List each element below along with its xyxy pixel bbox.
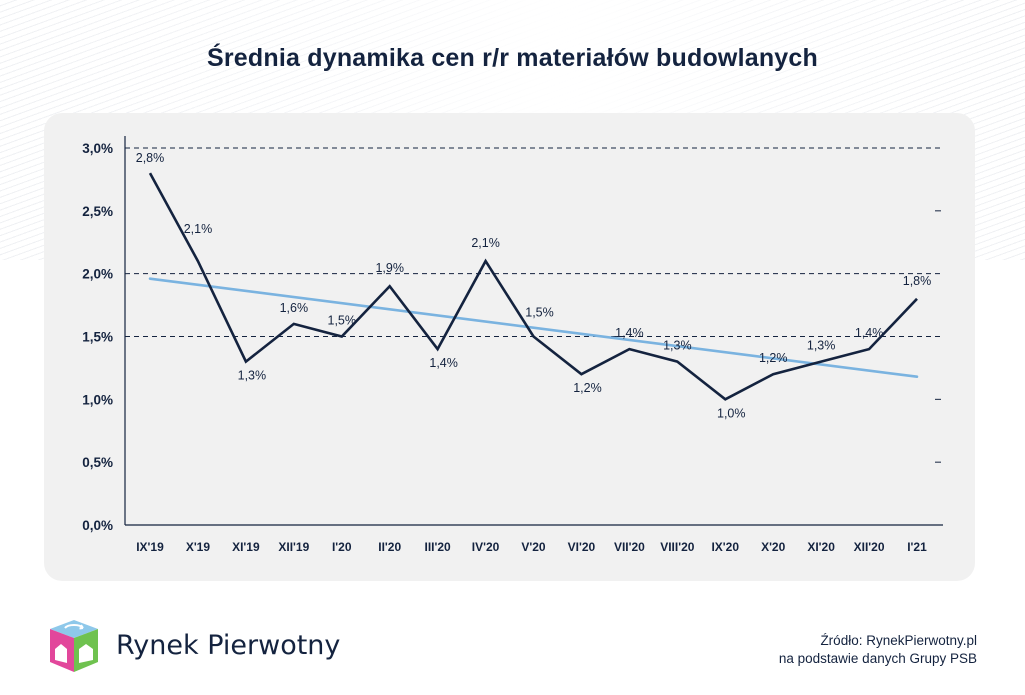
y-tick-label: 3,0%	[82, 141, 113, 156]
x-tick-label: VIII'20	[660, 540, 695, 554]
data-label: 1,2%	[759, 351, 788, 365]
x-tick-label: XII'20	[854, 540, 885, 554]
y-tick-label: 0,5%	[82, 455, 113, 470]
chart-panel: 0,0% 0,5% 1,0% 1,5% 2,0% 2,5% 3,0% IX'19 X'19 XI'…	[44, 113, 975, 581]
chart-title: Średnia dynamika cen r/r materiałów budo…	[207, 44, 818, 72]
data-label: 1,4%	[855, 326, 884, 340]
logo-text: Rynek Pierwotny	[116, 630, 341, 661]
data-label: 1,5%	[525, 306, 554, 320]
x-tick-label: I'21	[907, 540, 927, 554]
x-tick-label: VII'20	[614, 540, 645, 554]
y-tick-label: 1,5%	[82, 330, 113, 345]
line-chart: 0,0% 0,5% 1,0% 1,5% 2,0% 2,5% 3,0% IX'19 X'19 XI'…	[82, 136, 943, 554]
data-label: 1,0%	[717, 406, 746, 420]
data-label: 1,8%	[903, 274, 932, 288]
x-tick-label: XI'19	[232, 540, 260, 554]
data-label: 1,9%	[375, 261, 404, 275]
source-note: Źródło: RynekPierwotny.pl na podstawie d…	[779, 632, 977, 668]
y-tick-label: 2,0%	[82, 267, 113, 282]
data-label: 1,6%	[280, 301, 309, 315]
x-tick-label: XII'19	[278, 540, 309, 554]
x-tick-label: II'20	[378, 540, 401, 554]
data-label: 2,8%	[136, 151, 165, 165]
data-label: 2,1%	[184, 222, 213, 236]
data-label: 1,3%	[807, 339, 836, 353]
data-label: 1,2%	[573, 381, 602, 395]
y-tick-label: 2,5%	[82, 204, 113, 219]
series-line	[148, 172, 918, 401]
y-tick-label: 0,0%	[82, 518, 113, 533]
data-label: 1,3%	[238, 369, 267, 383]
x-tick-label: IV'20	[472, 540, 500, 554]
x-tick-label: IX'20	[711, 540, 739, 554]
x-tick-label: V'20	[521, 540, 546, 554]
trend-line	[148, 277, 919, 379]
source-line-1: Źródło: RynekPierwotny.pl	[820, 633, 977, 648]
data-label: 1,3%	[663, 339, 692, 353]
house-cube-icon	[50, 620, 98, 672]
data-label: 1,5%	[328, 314, 357, 328]
y-tick-label: 1,0%	[82, 392, 113, 407]
x-tick-label: IX'19	[136, 540, 164, 554]
x-tick-label: VI'20	[568, 540, 596, 554]
x-tick-label: I'20	[332, 540, 352, 554]
data-label: 1,4%	[429, 356, 458, 370]
x-tick-label: X'19	[186, 540, 211, 554]
x-tick-label: X'20	[761, 540, 786, 554]
x-tick-label: XI'20	[807, 540, 835, 554]
x-tick-label: III'20	[425, 540, 452, 554]
data-label: 2,1%	[471, 236, 500, 250]
data-label: 1,4%	[615, 326, 644, 340]
logo: Rynek Pierwotny	[44, 616, 344, 680]
source-line-2: na podstawie danych Grupy PSB	[778, 651, 977, 666]
